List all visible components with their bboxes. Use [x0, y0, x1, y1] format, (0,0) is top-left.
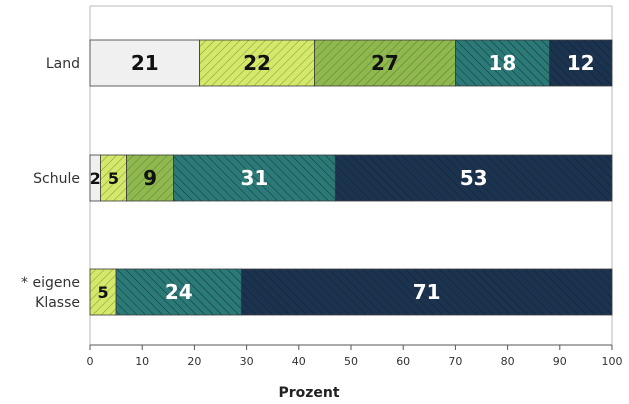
category-label-2-0: * eigene	[21, 275, 80, 291]
data-label-1-3: 31	[241, 166, 269, 190]
bar-hatch-1-1	[100, 155, 127, 201]
bar-hatch-2-1	[90, 269, 117, 315]
data-label-2-3: 24	[165, 280, 193, 304]
x-tick-label-9: 90	[553, 355, 567, 368]
category-label-0-0: Land	[46, 56, 80, 72]
bar-hatch-1-2	[126, 155, 174, 201]
x-axis: 0 10 20 30 40 50 60 70 80 90 100	[87, 344, 623, 368]
bar-hatch-0-1	[199, 40, 315, 86]
x-tick-label-10: 100	[602, 355, 623, 368]
category-label-2-1: Klasse	[35, 295, 80, 311]
data-label-1-0: 2	[90, 169, 101, 188]
bar-segment-1-0	[90, 155, 101, 201]
x-tick-label-6: 60	[396, 355, 410, 368]
bar-hatch-1-4	[335, 155, 612, 201]
data-label-2-1: 5	[97, 283, 108, 302]
x-tick-label-8: 80	[501, 355, 515, 368]
x-tick-label-4: 40	[292, 355, 306, 368]
data-label-2-4: 71	[413, 280, 441, 304]
x-tick-label-1: 10	[135, 355, 149, 368]
x-tick-label-0: 0	[87, 355, 94, 368]
bars-group: 21 22 27 18 122 5 9 31 535 24 71	[89, 39, 613, 316]
category-label-1-0: Schule	[33, 171, 80, 187]
bar-hatch-0-3	[455, 40, 550, 86]
bar-hatch-2-3	[116, 269, 242, 315]
data-label-0-1: 22	[243, 51, 271, 75]
bar-hatch-1-3	[173, 155, 336, 201]
category-labels: Land Schule * eigene Klasse	[21, 56, 80, 311]
data-label-1-4: 53	[460, 166, 488, 190]
data-label-0-2: 27	[371, 51, 399, 75]
data-label-1-1: 5	[108, 169, 119, 188]
data-label-0-0: 21	[131, 51, 159, 75]
bar-hatch-0-2	[314, 40, 456, 86]
bar-segment-0-0	[90, 40, 200, 86]
x-tick-label-3: 30	[240, 355, 254, 368]
x-tick-label-7: 70	[448, 355, 462, 368]
x-tick-label-5: 50	[344, 355, 358, 368]
data-label-0-4: 12	[567, 51, 595, 75]
bar-outline-2-4	[240, 268, 613, 316]
x-tick-label-2: 20	[187, 355, 201, 368]
data-label-0-3: 18	[488, 51, 516, 75]
data-label-1-2: 9	[143, 166, 157, 190]
bar-outline-1-4	[334, 154, 613, 202]
bar-outline-0-4	[548, 39, 613, 87]
bar-hatch-2-4	[241, 269, 612, 315]
x-axis-title: Prozent	[278, 385, 339, 401]
bar-hatch-0-4	[549, 40, 612, 86]
